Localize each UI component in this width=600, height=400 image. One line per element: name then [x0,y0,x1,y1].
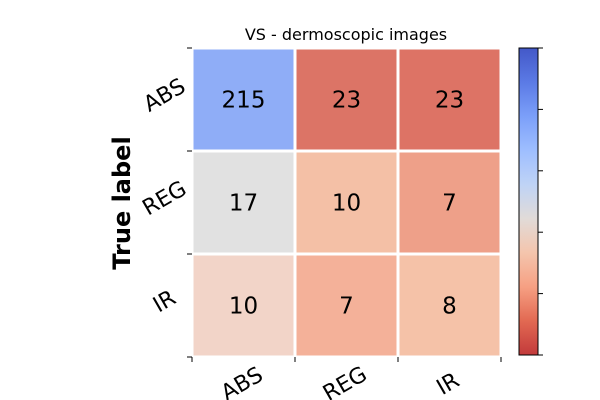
x-tick-label: IR [433,368,464,400]
x-tick-label: ABS [217,363,267,400]
heatmap-cells: 215 23 23 17 10 7 10 7 8 [190,46,503,359]
y-tick-label: REG [138,176,191,221]
cell-value-label: 7 [339,294,354,320]
cell-value-label: 7 [442,191,457,217]
cell-value-label: 23 [435,88,464,114]
y-tick-label: IR [149,286,180,319]
cell-value-label: 10 [229,294,258,320]
heatmap-cell [396,149,503,256]
chart-title: VS - dermoscopic images [245,25,447,44]
colorbar [518,47,539,356]
heatmap-cell [293,252,400,359]
cell-value-label: 215 [222,88,266,114]
heatmap-cell [293,46,400,153]
cell-value-label: 10 [332,191,361,217]
heatmap-frame [191,47,502,358]
cell-value-label: 17 [229,191,258,217]
y-axis-label: True label [108,136,136,269]
y-tick-label: ABS [140,74,190,118]
colorbar-ticks [538,47,543,356]
cell-value-label: 23 [332,88,361,114]
cell-value-label: 8 [442,294,457,320]
x-tick-label: REG [319,362,372,400]
